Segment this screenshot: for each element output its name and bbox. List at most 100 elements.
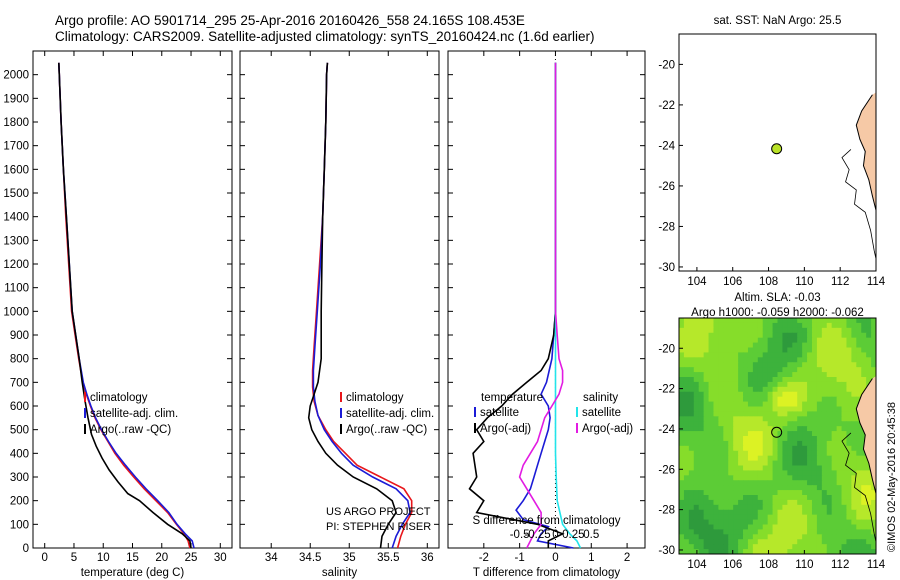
sla-cell [856, 347, 862, 354]
sla-cell [743, 372, 749, 378]
sla-cell [688, 495, 695, 501]
sla-cell [703, 416, 710, 422]
sla-cell [871, 327, 876, 334]
sla-cell [797, 381, 803, 388]
sla-cell [777, 421, 784, 427]
sla-cell [851, 426, 857, 432]
sla-cell [856, 431, 862, 437]
sla-cell [708, 436, 715, 442]
sla-cell [841, 332, 848, 339]
sla-cell [757, 406, 764, 413]
sla-cell [782, 549, 788, 554]
sla-cell [772, 431, 779, 437]
sla-cell [703, 401, 710, 408]
difference-series-3 [518, 62, 564, 549]
sla-cell [683, 322, 690, 329]
sla-cell [807, 322, 813, 329]
sla-cell [787, 475, 793, 481]
sla-cell [688, 327, 695, 334]
sla-cell [787, 386, 793, 393]
sla-cell [688, 367, 695, 373]
sla-cell [683, 495, 690, 501]
sla-cell [826, 534, 833, 540]
sla-cell [792, 362, 798, 368]
sla-cell [703, 362, 710, 368]
sla-cell [713, 426, 719, 432]
sla-cell [683, 377, 690, 383]
sla-cell [782, 450, 788, 457]
sla-cell [782, 391, 788, 398]
sla-cell [688, 549, 695, 554]
sla-cell [856, 544, 862, 550]
sla-cell [826, 460, 833, 467]
sla-cell [708, 431, 715, 437]
sla-cell [811, 406, 818, 413]
sla-cell [679, 411, 685, 417]
sla-cell [831, 391, 838, 398]
sla-cell [802, 411, 808, 417]
sla-cell [757, 327, 764, 334]
sla-cell [718, 372, 724, 378]
sla-cell [757, 465, 764, 472]
sla-cell [679, 416, 685, 422]
sla-cell [856, 386, 862, 393]
sla-cell [797, 475, 803, 481]
sla-cell [777, 455, 784, 462]
sla-cell [836, 460, 843, 467]
sla-cell [743, 436, 749, 442]
sla-cell [802, 436, 808, 442]
sla-cell [811, 421, 818, 427]
sla-cell [792, 401, 798, 408]
sla-cell [836, 485, 843, 491]
sla-cell [738, 411, 744, 417]
sla-cell [807, 352, 813, 358]
sla-cell [782, 396, 788, 403]
sla-cell [767, 401, 774, 408]
sla-cell [688, 485, 695, 491]
sla-cell [723, 381, 729, 388]
sla-cell [723, 367, 729, 373]
sla-cell [723, 411, 729, 417]
sla-cell [841, 455, 848, 462]
sla-cell [733, 490, 739, 496]
sla-cell [713, 460, 719, 467]
sla-cell [861, 519, 867, 526]
sla-cell [713, 416, 719, 422]
sla-cell [738, 480, 744, 486]
sla-cell [821, 401, 828, 408]
sla-cell [797, 549, 803, 554]
sla-cell [698, 377, 705, 383]
sla-cell [683, 431, 690, 437]
sla-cell [747, 337, 754, 344]
sla-cell [698, 524, 705, 531]
sla-cell [816, 504, 823, 511]
sla-cell [747, 539, 754, 545]
sla-cell [826, 357, 833, 363]
sla-cell [698, 490, 705, 496]
sla-cell [718, 362, 724, 368]
sla-cell [713, 499, 719, 506]
sla-cell [787, 470, 793, 476]
sla-cell [787, 362, 793, 368]
sla-cell [757, 445, 764, 452]
sla-cell [851, 337, 857, 344]
sla-cell [866, 495, 872, 501]
sla-cell [743, 327, 749, 334]
sla-cell [836, 499, 843, 506]
sla-cell [679, 367, 685, 373]
sla-cell [728, 495, 734, 501]
sla-cell [713, 455, 719, 462]
sla-cell [772, 401, 779, 408]
sla-cell [679, 475, 685, 481]
sla-cell [772, 514, 779, 521]
sla-cell [688, 504, 695, 511]
sla-cell [708, 396, 715, 403]
sla-cell [797, 352, 803, 358]
sla-cell [752, 445, 759, 452]
sla-cell [698, 396, 705, 403]
sla-cell [757, 534, 764, 540]
sla-cell [723, 357, 729, 363]
sla-cell [767, 480, 774, 486]
sla-cell [738, 421, 744, 427]
sla-cell [728, 470, 734, 476]
